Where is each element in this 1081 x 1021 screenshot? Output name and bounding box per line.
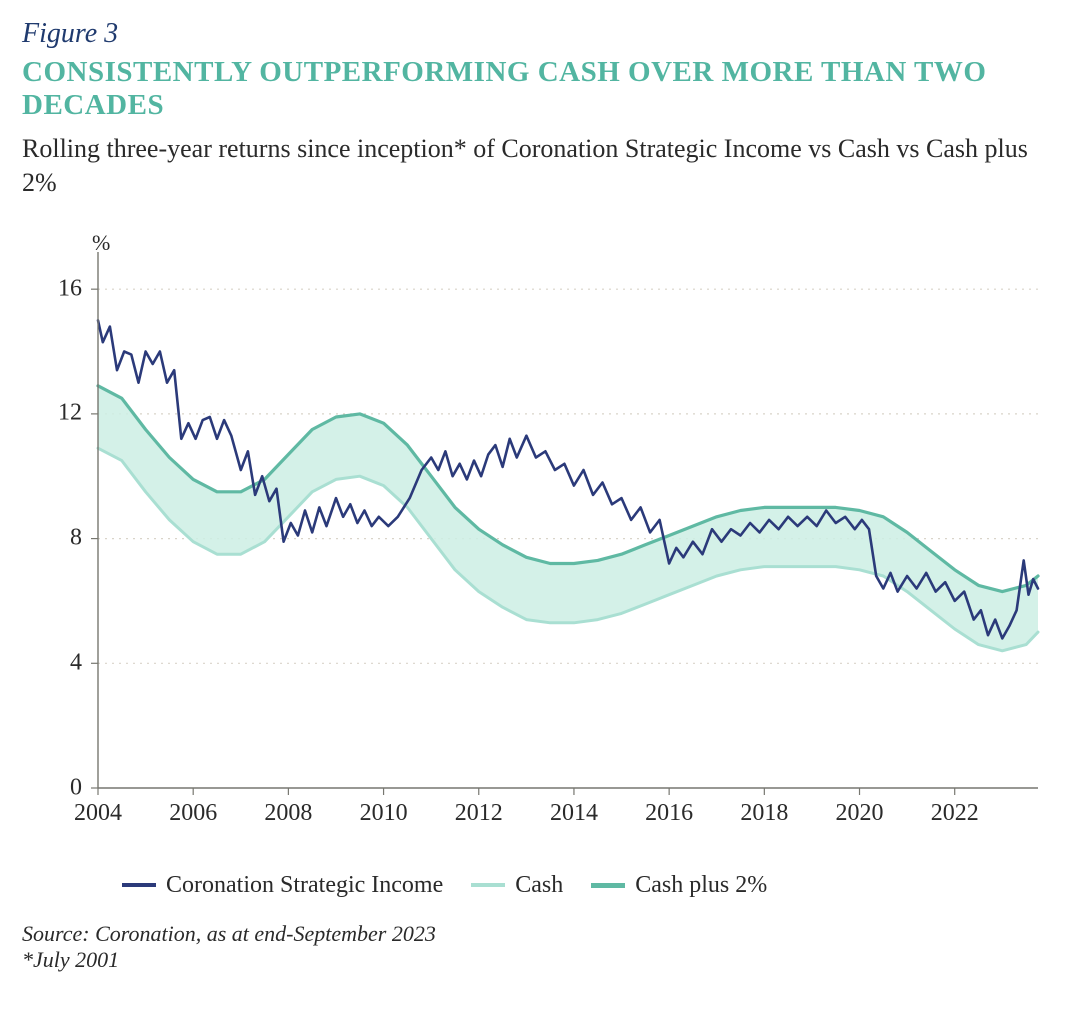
figure-container: Figure 3 CONSISTENTLY OUTPERFORMING CASH… (0, 0, 1081, 983)
y-tick-label: 4 (34, 649, 82, 676)
chart-title: CONSISTENTLY OUTPERFORMING CASH OVER MOR… (22, 56, 1059, 122)
x-tick-label: 2022 (931, 800, 979, 827)
x-tick-label: 2006 (169, 800, 217, 827)
y-tick-label: 12 (34, 400, 82, 427)
figure-label: Figure 3 (22, 18, 1059, 50)
legend-swatch (471, 883, 505, 887)
y-axis-unit: % (92, 230, 110, 256)
x-tick-label: 2012 (455, 800, 503, 827)
x-tick-label: 2014 (550, 800, 598, 827)
y-tick-label: 8 (34, 525, 82, 552)
x-tick-label: 2016 (645, 800, 693, 827)
legend-label: Coronation Strategic Income (166, 872, 443, 899)
chart-svg (28, 218, 1048, 858)
chart-source: Source: Coronation, as at end-September … (22, 921, 1059, 947)
legend-label: Cash (515, 872, 563, 899)
y-tick-label: 0 (34, 774, 82, 801)
x-tick-label: 2010 (360, 800, 408, 827)
legend-item: Coronation Strategic Income (122, 872, 443, 899)
legend-label: Cash plus 2% (635, 872, 767, 899)
x-tick-label: 2018 (740, 800, 788, 827)
chart-legend: Coronation Strategic Income Cash Cash plus… (122, 872, 1059, 899)
legend-item: Cash plus 2% (591, 872, 767, 899)
chart-footnote: *July 2001 (22, 947, 1059, 973)
y-tick-label: 16 (34, 275, 82, 302)
x-tick-label: 2008 (264, 800, 312, 827)
chart-subtitle: Rolling three-year returns since incepti… (22, 132, 1059, 200)
chart-area: % 0 4 8 12 16 2004 2006 2008 2010 2012 2014 2016 201… (28, 218, 1048, 858)
legend-swatch (122, 883, 156, 887)
legend-swatch (591, 883, 625, 888)
x-tick-label: 2004 (74, 800, 122, 827)
legend-item: Cash (471, 872, 563, 899)
x-tick-label: 2020 (836, 800, 884, 827)
